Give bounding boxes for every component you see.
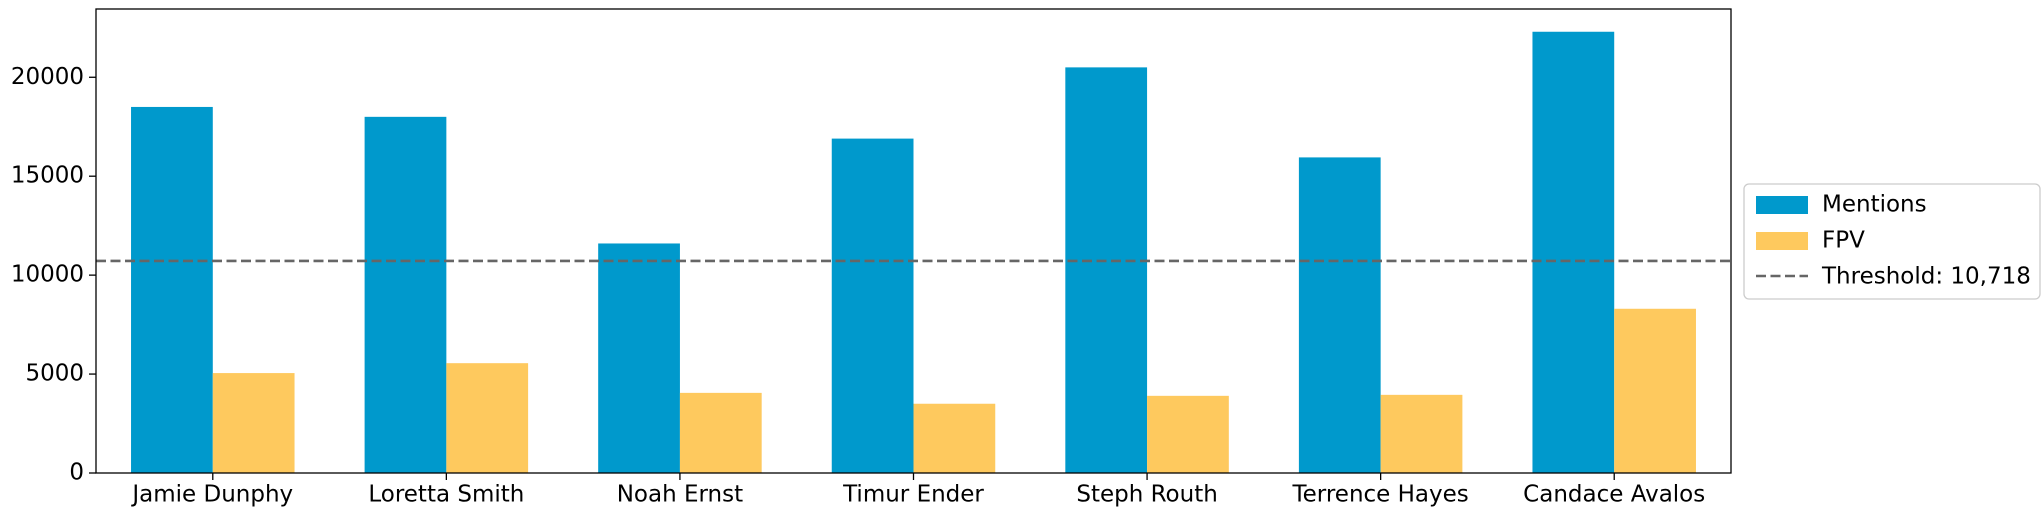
y-tick-label: 10000 — [11, 262, 84, 288]
y-tick-label: 0 — [69, 460, 84, 486]
x-tick-label: Timur Ender — [842, 482, 984, 508]
bar — [1532, 31, 1615, 474]
bar — [131, 106, 213, 473]
y-tick-label: 15000 — [11, 163, 84, 189]
legend-label: Threshold: 10,718 — [1821, 264, 2031, 290]
bar — [598, 243, 680, 473]
y-tick-label: 5000 — [25, 361, 84, 387]
plot-frame — [95, 8, 1732, 474]
bar — [1298, 157, 1381, 473]
bar — [1065, 67, 1148, 473]
bar — [364, 116, 447, 473]
x-tick-label: Loretta Smith — [368, 482, 524, 508]
y-tick-label: 20000 — [11, 64, 84, 90]
x-tick-label: Steph Routh — [1076, 482, 1217, 508]
bar — [1614, 308, 1696, 473]
bar — [1147, 395, 1229, 473]
x-tick-label: Terrence Hayes — [1292, 482, 1469, 508]
x-tick-label: Jamie Dunphy — [130, 482, 293, 508]
bar — [1380, 394, 1463, 473]
legend-swatch — [1756, 196, 1808, 214]
bar — [913, 403, 996, 473]
bar — [446, 363, 529, 473]
bar — [831, 138, 914, 474]
legend-swatch — [1756, 232, 1808, 250]
x-tick-label: Noah Ernst — [617, 482, 743, 508]
legend-label: Mentions — [1822, 192, 1927, 218]
legend-label: FPV — [1822, 228, 1865, 254]
bar — [212, 373, 295, 473]
bar — [679, 392, 762, 473]
x-tick-label: Candace Avalos — [1523, 482, 1705, 508]
legend-box — [1743, 183, 2041, 300]
